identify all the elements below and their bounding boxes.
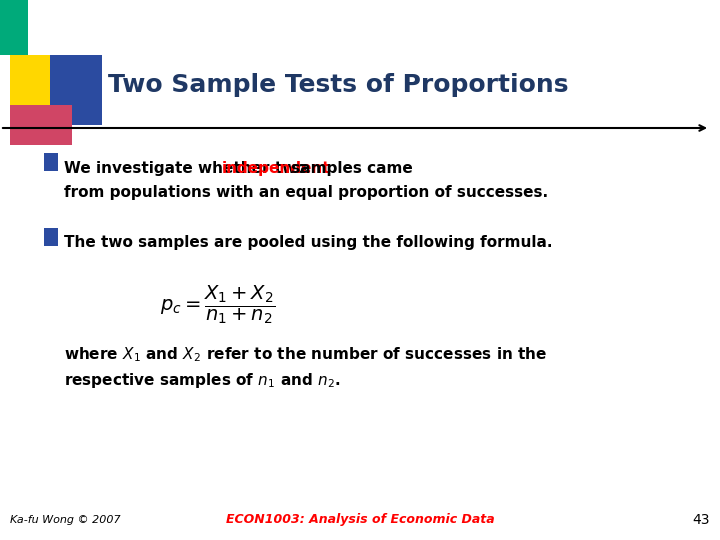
- Text: 43: 43: [693, 513, 710, 527]
- Text: Ka-fu Wong © 2007: Ka-fu Wong © 2007: [10, 515, 121, 525]
- Text: ECON1003: Analysis of Economic Data: ECON1003: Analysis of Economic Data: [225, 514, 495, 526]
- Text: The two samples are pooled using the following formula.: The two samples are pooled using the fol…: [64, 235, 552, 251]
- FancyBboxPatch shape: [10, 105, 72, 145]
- FancyBboxPatch shape: [10, 55, 70, 115]
- Text: We investigate whether two: We investigate whether two: [64, 160, 312, 176]
- Text: where $\mathbf{\mathit{X}}_1$ and $\mathbf{\mathit{X}}_2$ refer to the number of: where $\mathbf{\mathit{X}}_1$ and $\math…: [64, 346, 547, 365]
- FancyBboxPatch shape: [50, 55, 102, 125]
- Text: $p_c = \dfrac{X_1 + X_2}{n_1 + n_2}$: $p_c = \dfrac{X_1 + X_2}{n_1 + n_2}$: [160, 284, 276, 326]
- Text: Two Sample Tests of Proportions: Two Sample Tests of Proportions: [108, 73, 569, 97]
- Text: respective samples of $\mathbf{\mathit{n}}_1$ and $\mathbf{\mathit{n}}_2$.: respective samples of $\mathbf{\mathit{n…: [64, 370, 341, 389]
- Text: samples came: samples came: [287, 160, 413, 176]
- Text: independent: independent: [222, 160, 330, 176]
- Text: from populations with an equal proportion of successes.: from populations with an equal proportio…: [64, 186, 548, 200]
- FancyBboxPatch shape: [44, 228, 58, 246]
- FancyBboxPatch shape: [44, 153, 58, 171]
- FancyBboxPatch shape: [0, 0, 28, 55]
